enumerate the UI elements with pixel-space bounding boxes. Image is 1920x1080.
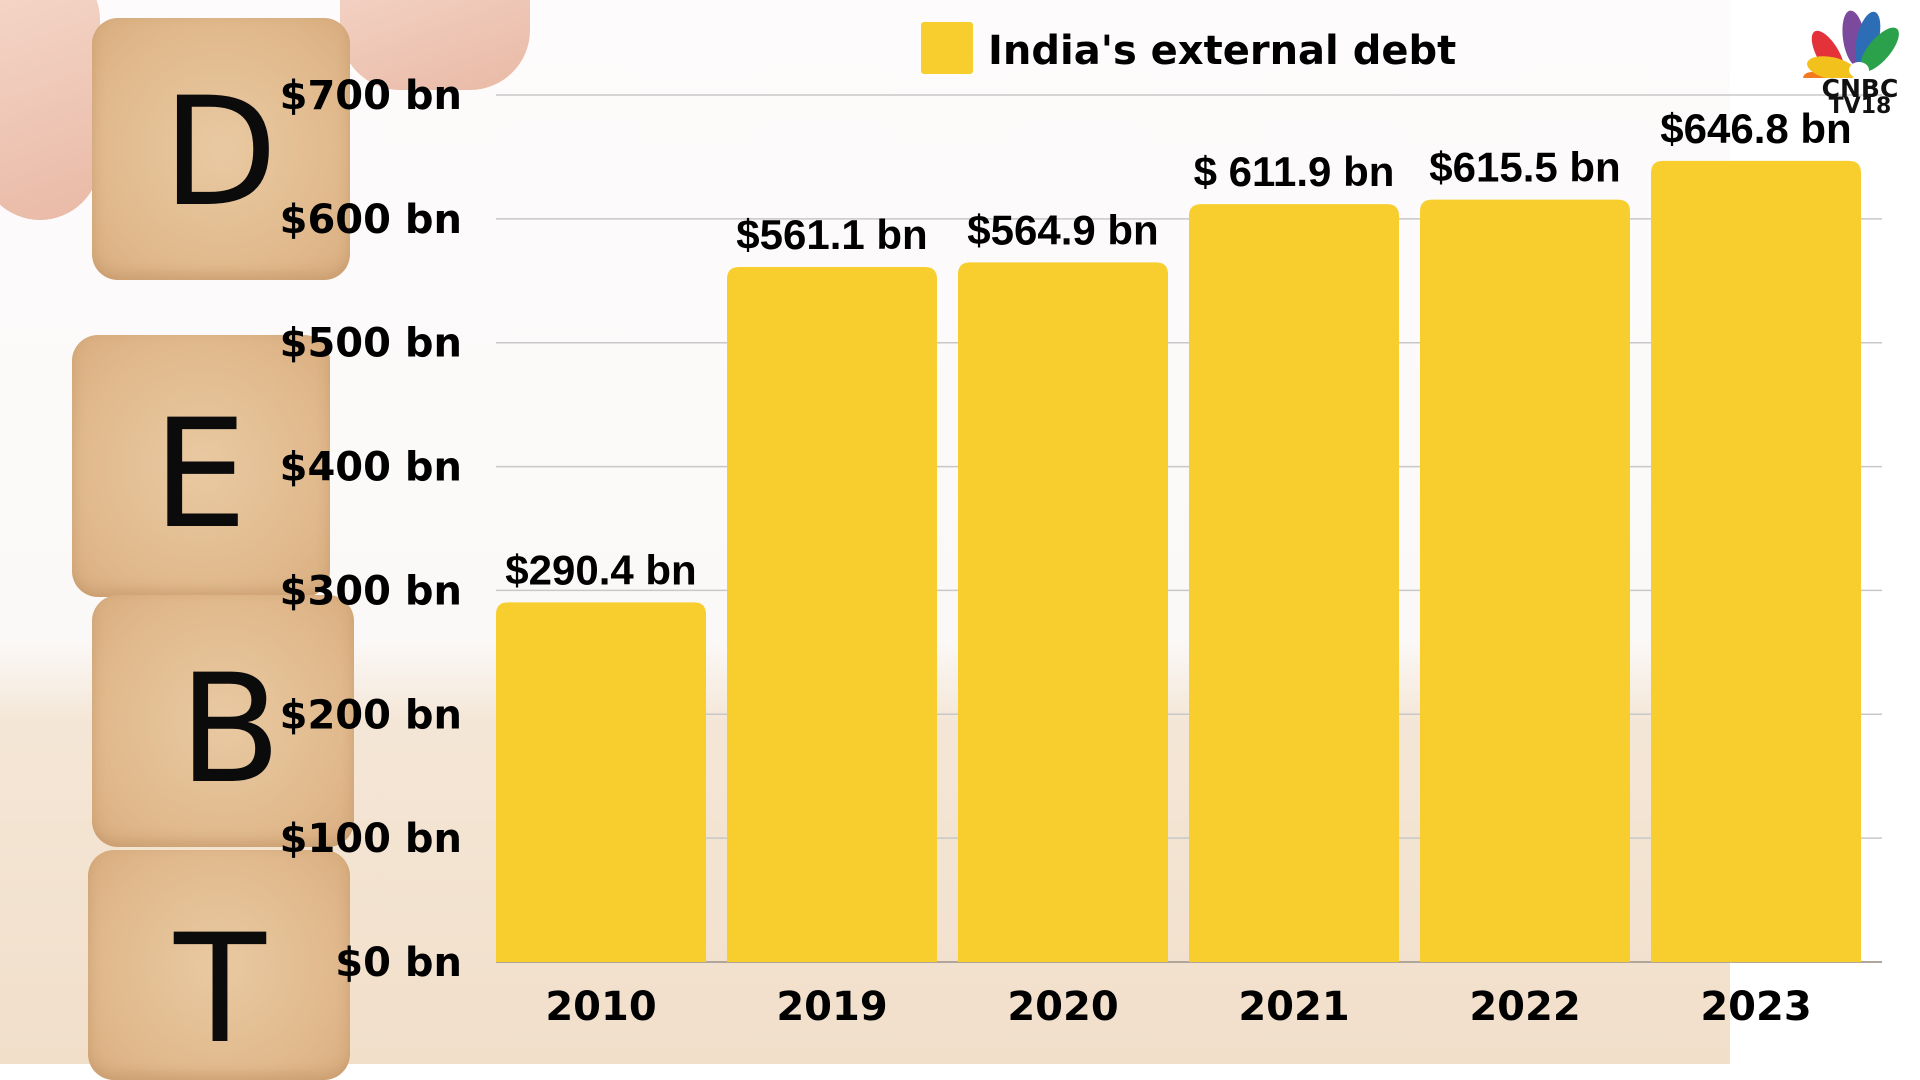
bars (496, 160, 1861, 963)
cube-letter-d: D (162, 66, 278, 240)
x-axis-tick-labels: 2010 2019 2020 2021 2022 2023 (545, 984, 1811, 1030)
letter-cube-e (72, 335, 330, 597)
bar-2019 (727, 267, 937, 962)
data-label-2023: $646.8 bn (1660, 105, 1851, 152)
finger-decoration (0, 0, 100, 220)
data-label-2022: $615.5 bn (1429, 144, 1620, 191)
data-label-2019: $561.1 bn (736, 211, 927, 258)
y-tick-label: $700 bn (280, 73, 462, 119)
bar-2022 (1420, 199, 1630, 962)
y-tick-label: $0 bn (335, 940, 462, 986)
data-label-2020: $564.9 bn (967, 206, 1158, 253)
bar-2021 (1189, 204, 1399, 962)
x-tick-label: 2020 (1007, 984, 1118, 1030)
cube-letter-t: T (174, 903, 266, 1077)
bar-2020 (958, 262, 1168, 962)
y-axis-tick-labels: $0 bn $100 bn $200 bn $300 bn $400 bn $500 bn… (280, 73, 462, 986)
y-tick-label: $100 bn (280, 816, 462, 862)
logo-text-cnbc: CNBC (1821, 74, 1899, 103)
legend: India's external debt (921, 22, 1456, 74)
x-tick-label: 2023 (1700, 984, 1811, 1030)
data-label-2021: $ 611.9 bn (1194, 148, 1395, 195)
x-tick-label: 2022 (1469, 984, 1580, 1030)
legend-label: India's external debt (988, 28, 1456, 74)
cnbc-peacock-logo-icon (1800, 8, 1918, 118)
y-tick-label: $600 bn (280, 197, 462, 243)
bar-2023 (1651, 160, 1861, 963)
letter-cube-t (88, 850, 350, 1080)
data-label-2010: $290.4 bn (505, 546, 696, 593)
letter-cube-d (92, 18, 350, 280)
x-tick-label: 2010 (545, 984, 656, 1030)
data-labels: $290.4 bn $561.1 bn $564.9 bn $ 611.9 bn $61… (505, 105, 1851, 593)
bar-2010 (496, 602, 706, 962)
y-tick-label: $200 bn (280, 692, 462, 738)
cube-letter-e: E (152, 388, 248, 562)
y-tick-label: $400 bn (280, 445, 462, 491)
cube-letter-b: B (178, 643, 282, 817)
x-tick-label: 2021 (1238, 984, 1349, 1030)
x-tick-label: 2019 (776, 984, 887, 1030)
thumb-decoration (340, 0, 530, 90)
y-tick-label: $300 bn (280, 568, 462, 614)
legend-swatch (921, 22, 973, 74)
logo-text-tv18: TV18 (1828, 94, 1892, 119)
letter-cube-b (92, 595, 354, 847)
y-tick-label: $500 bn (280, 321, 462, 367)
